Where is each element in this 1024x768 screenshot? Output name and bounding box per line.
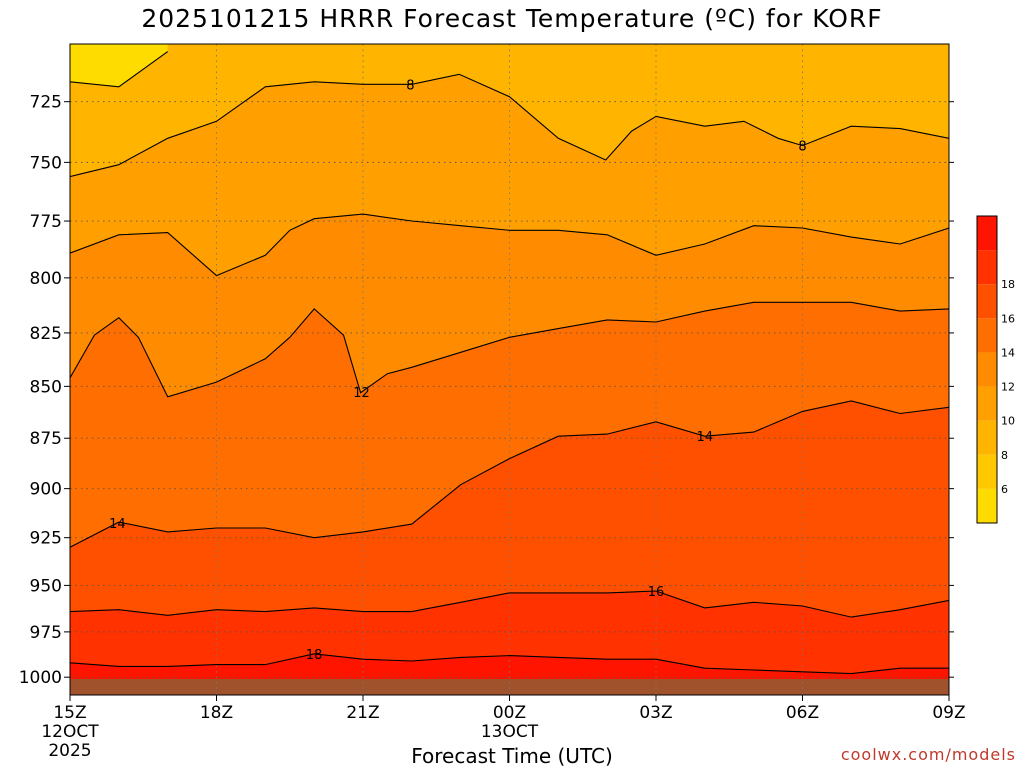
colorbar-swatch bbox=[977, 488, 997, 523]
y-tick-label: 800 bbox=[30, 269, 62, 289]
colorbar-swatch bbox=[977, 420, 997, 455]
x-tick-label: 09Z bbox=[932, 703, 965, 723]
contour-line-18 bbox=[70, 653, 949, 675]
colorbar-label: 8 bbox=[1001, 449, 1008, 462]
y-tick-label: 950 bbox=[30, 576, 62, 596]
colorbar-label: 18 bbox=[1001, 278, 1015, 291]
ground-band bbox=[70, 679, 949, 695]
colorbar-swatch bbox=[977, 352, 997, 387]
x-tick-label: 18Z bbox=[200, 703, 233, 723]
contour-label-16: 16 bbox=[648, 585, 665, 600]
x-axis-label: Forecast Time (UTC) bbox=[411, 744, 613, 768]
contour-label-14: 14 bbox=[109, 517, 126, 532]
colorbar-swatch bbox=[977, 216, 997, 251]
y-tick-label: 775 bbox=[30, 212, 62, 232]
contour-label-8: 8 bbox=[406, 78, 414, 93]
y-tick-label: 725 bbox=[30, 93, 62, 113]
x-tick-label: 06Z bbox=[786, 703, 819, 723]
contour-label-12: 12 bbox=[353, 386, 370, 401]
contour-line-16 bbox=[70, 590, 949, 618]
y-tick-label: 750 bbox=[30, 153, 62, 173]
colorbar-swatch bbox=[977, 386, 997, 421]
colorbar-frame bbox=[976, 215, 998, 524]
y-tick-label: 975 bbox=[30, 623, 62, 643]
contour-label-14: 14 bbox=[697, 430, 714, 445]
x-tick-label: 13OCT bbox=[481, 722, 539, 742]
x-tick-label: 2025 bbox=[48, 741, 91, 761]
y-tick-label: 850 bbox=[30, 377, 62, 397]
y-tick-label: 1000 bbox=[19, 668, 62, 688]
y-tick-label: 875 bbox=[30, 429, 62, 449]
contour-line-14 bbox=[70, 400, 949, 548]
colorbar-swatch bbox=[977, 454, 997, 489]
x-tick-label: 12OCT bbox=[41, 722, 99, 742]
contour-line-10 bbox=[70, 213, 949, 277]
y-tick-label: 825 bbox=[30, 324, 62, 344]
y-tick-label: 925 bbox=[30, 529, 62, 549]
colorbar-swatch bbox=[977, 318, 997, 353]
chart-title: 2025101215 HRRR Forecast Temperature (ºC… bbox=[141, 4, 883, 33]
x-tick-label: 21Z bbox=[346, 703, 379, 723]
colorbar-label: 14 bbox=[1001, 346, 1015, 359]
colorbar-label: 12 bbox=[1001, 381, 1015, 394]
colorbar-swatch bbox=[977, 284, 997, 319]
x-tick-label: 15Z bbox=[53, 703, 86, 723]
colorbar-label: 16 bbox=[1001, 312, 1015, 325]
colorbar-label: 10 bbox=[1001, 415, 1015, 428]
colorbar-swatch bbox=[977, 250, 997, 285]
credit-link[interactable]: coolwx.com/models bbox=[840, 745, 1016, 764]
contour-line-12 bbox=[70, 301, 949, 398]
x-tick-label: 00Z bbox=[493, 703, 526, 723]
contour-label-8: 8 bbox=[798, 140, 806, 155]
contour-line-6 bbox=[70, 51, 169, 88]
contour-label-18: 18 bbox=[306, 648, 323, 663]
band-4-6 bbox=[70, 44, 168, 87]
x-tick-label: 03Z bbox=[639, 703, 672, 723]
contour-line-8 bbox=[70, 73, 949, 178]
colorbar-label: 6 bbox=[1001, 483, 1008, 496]
y-tick-label: 900 bbox=[30, 480, 62, 500]
